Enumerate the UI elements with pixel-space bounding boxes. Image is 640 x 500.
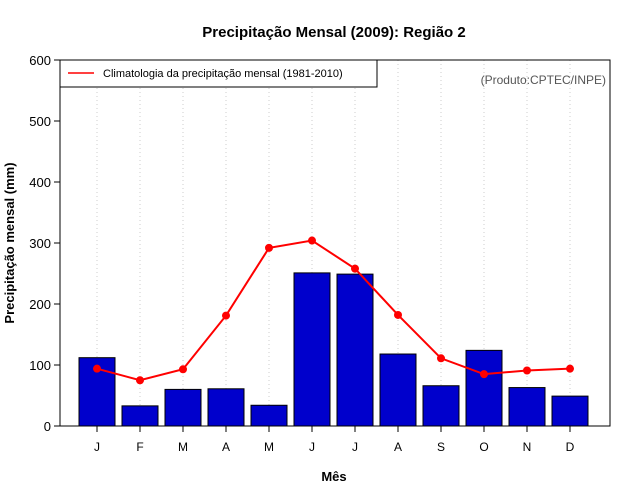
bar bbox=[250, 404, 288, 427]
x-tick-label: N bbox=[523, 440, 532, 454]
bar bbox=[465, 349, 503, 427]
x-tick-label: S bbox=[437, 440, 445, 454]
bar bbox=[422, 385, 460, 427]
climatology-point bbox=[351, 264, 359, 273]
y-tick-label: 300 bbox=[29, 236, 51, 251]
y-tick-label: 500 bbox=[29, 114, 51, 129]
source-annotation: (Produto:CPTEC/INPE) bbox=[481, 73, 606, 87]
bars-layer bbox=[78, 272, 589, 427]
x-tick-label: J bbox=[94, 440, 100, 454]
climatology-point bbox=[566, 364, 574, 373]
x-tick-label: A bbox=[222, 440, 230, 454]
climatology-line bbox=[96, 239, 571, 382]
bar bbox=[293, 272, 331, 427]
y-axis-label: Precipitação mensal (mm) bbox=[2, 162, 17, 323]
chart-title: Precipitação Mensal (2009): Região 2 bbox=[202, 24, 465, 41]
x-axis-label: Mês bbox=[321, 469, 346, 484]
bar bbox=[336, 273, 374, 427]
bar bbox=[164, 388, 202, 427]
y-axis: 0 100 200 300 400 500 600 bbox=[29, 53, 60, 434]
x-tick-label: J bbox=[352, 440, 358, 454]
x-tick-label: F bbox=[136, 440, 143, 454]
bar bbox=[121, 405, 159, 427]
climatology-point bbox=[394, 310, 402, 319]
legend: Climatologia da precipitação mensal (198… bbox=[59, 59, 378, 88]
y-tick-label: 100 bbox=[29, 358, 51, 373]
climatology-point bbox=[437, 354, 445, 363]
x-tick-label: D bbox=[566, 440, 575, 454]
y-tick-label: 600 bbox=[29, 53, 51, 68]
y-tick-label: 400 bbox=[29, 175, 51, 190]
line-layer bbox=[93, 236, 574, 385]
x-tick-label: J bbox=[309, 440, 315, 454]
y-tick-label: 0 bbox=[44, 419, 51, 434]
bar bbox=[379, 353, 417, 427]
climatology-point bbox=[222, 311, 230, 320]
bar bbox=[508, 387, 546, 427]
x-tick-label: M bbox=[264, 440, 274, 454]
climatology-point bbox=[480, 370, 488, 379]
x-tick-label: M bbox=[178, 440, 188, 454]
y-tick-label: 200 bbox=[29, 297, 51, 312]
x-tick-label: A bbox=[394, 440, 402, 454]
bar bbox=[551, 395, 589, 427]
climatology-point bbox=[93, 364, 101, 373]
climatology-point bbox=[308, 236, 316, 245]
x-tick-label: O bbox=[479, 440, 488, 454]
climatology-point bbox=[136, 376, 144, 385]
bar bbox=[207, 388, 245, 427]
legend-box bbox=[59, 59, 378, 88]
climatology-point bbox=[179, 365, 187, 374]
legend-label: Climatologia da precipitação mensal (198… bbox=[103, 68, 343, 80]
climatology-point bbox=[265, 243, 273, 252]
climatology-point bbox=[523, 366, 531, 375]
